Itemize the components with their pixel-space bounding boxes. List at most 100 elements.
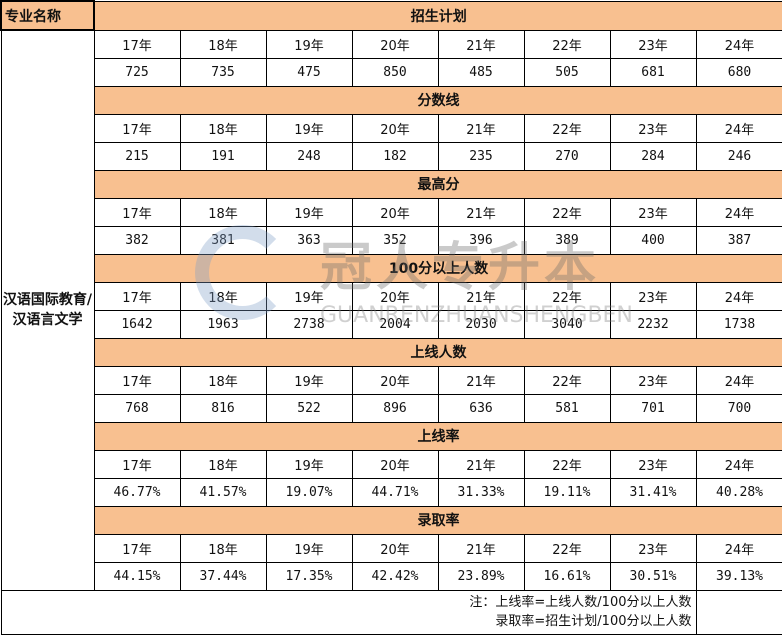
value-cell: 44.71%: [351, 477, 439, 507]
major-header: 专业名称: [0, 0, 95, 31]
year-cell: 18年: [179, 113, 267, 143]
year-cell: 17年: [93, 113, 181, 143]
year-cell: 23年: [609, 365, 697, 395]
value-cell: 46.77%: [93, 477, 181, 507]
value-cell: 41.57%: [179, 477, 267, 507]
year-cell: 23年: [609, 29, 697, 59]
year-cell: 19年: [265, 29, 353, 59]
section-title: 分数线: [93, 85, 782, 115]
year-cell: 20年: [351, 113, 439, 143]
year-cell: 22年: [523, 365, 611, 395]
value-cell: 896: [351, 393, 439, 423]
year-cell: 18年: [179, 281, 267, 311]
section-header-row: 100分以上人数: [1, 253, 782, 283]
table-row: 46.77% 41.57% 19.07% 44.71% 31.33% 19.11% 31.4…: [1, 477, 782, 507]
value-cell: 19.11%: [523, 477, 611, 507]
note-cell: 注：上线率=上线人数/100分以上人数 录取率=招生计划/100分以上人数: [0, 589, 697, 635]
year-row: 17年 18年 19年 20年 21年 22年 23年 24年: [1, 113, 782, 143]
value-cell: 700: [695, 393, 782, 423]
table-row: 382 381 363 352 396 389 400 387: [1, 225, 782, 255]
year-cell: 21年: [437, 365, 525, 395]
section-header-row: 专业名称 招生计划: [0, 0, 782, 31]
value-cell: 363: [265, 225, 353, 255]
year-cell: 24年: [695, 449, 782, 479]
year-cell: 21年: [437, 197, 525, 227]
note-empty-cell: [695, 589, 782, 635]
section-title: 上线率: [93, 421, 782, 451]
note-row: 注：上线率=上线人数/100分以上人数 录取率=招生计划/100分以上人数: [0, 589, 782, 635]
value-cell: 182: [351, 141, 439, 171]
value-cell: 1738: [695, 309, 782, 339]
section-header-row: 录取率: [1, 505, 782, 535]
section-header-row: 最高分: [1, 169, 782, 199]
year-cell: 17年: [93, 365, 181, 395]
value-cell: 19.07%: [265, 477, 353, 507]
year-cell: 19年: [265, 281, 353, 311]
value-cell: 248: [265, 141, 353, 171]
table-row: 44.15% 37.44% 17.35% 42.42% 23.89% 16.61% 30.5…: [1, 561, 782, 591]
year-cell: 24年: [695, 281, 782, 311]
year-cell: 18年: [179, 449, 267, 479]
year-cell: 20年: [351, 365, 439, 395]
value-cell: 2030: [437, 309, 525, 339]
year-cell: 22年: [523, 449, 611, 479]
value-cell: 389: [523, 225, 611, 255]
year-cell: 17年: [93, 29, 181, 59]
year-cell: 22年: [523, 113, 611, 143]
year-cell: 24年: [695, 533, 782, 563]
year-cell: 19年: [265, 449, 353, 479]
value-cell: 191: [179, 141, 267, 171]
year-cell: 22年: [523, 197, 611, 227]
year-cell: 22年: [523, 29, 611, 59]
year-cell: 17年: [93, 449, 181, 479]
value-cell: 816: [179, 393, 267, 423]
section-header-row: 分数线: [1, 85, 782, 115]
year-cell: 20年: [351, 281, 439, 311]
value-cell: 396: [437, 225, 525, 255]
section-header-row: 上线人数: [1, 337, 782, 367]
year-cell: 22年: [523, 533, 611, 563]
value-cell: 850: [351, 57, 439, 87]
year-cell: 20年: [351, 29, 439, 59]
year-cell: 23年: [609, 281, 697, 311]
value-cell: 40.28%: [695, 477, 782, 507]
value-cell: 485: [437, 57, 525, 87]
table-row: 215 191 248 182 235 270 284 246: [1, 141, 782, 171]
section-title: 招生计划: [93, 0, 782, 31]
table-row: 725 735 475 850 485 505 681 680: [1, 57, 782, 87]
year-cell: 19年: [265, 113, 353, 143]
value-cell: 1642: [93, 309, 181, 339]
value-cell: 1963: [179, 309, 267, 339]
year-cell: 23年: [609, 533, 697, 563]
year-cell: 24年: [695, 365, 782, 395]
year-cell: 24年: [695, 197, 782, 227]
value-cell: 16.61%: [523, 561, 611, 591]
year-cell: 23年: [609, 449, 697, 479]
section-title: 最高分: [93, 169, 782, 199]
year-cell: 24年: [695, 29, 782, 59]
value-cell: 681: [609, 57, 697, 87]
value-cell: 382: [93, 225, 181, 255]
value-cell: 2738: [265, 309, 353, 339]
note-line-2: 录取率=招生计划/100分以上人数: [495, 614, 692, 629]
value-cell: 636: [437, 393, 525, 423]
year-row: 17年 18年 19年 20年 21年 22年 23年 24年: [1, 533, 782, 563]
value-cell: 387: [695, 225, 782, 255]
year-cell: 23年: [609, 197, 697, 227]
value-cell: 680: [695, 57, 782, 87]
section-title: 上线人数: [93, 337, 782, 367]
section-title: 100分以上人数: [93, 253, 782, 283]
year-cell: 23年: [609, 113, 697, 143]
value-cell: 581: [523, 393, 611, 423]
year-cell: 18年: [179, 533, 267, 563]
year-cell: 21年: [437, 281, 525, 311]
value-cell: 37.44%: [179, 561, 267, 591]
value-cell: 30.51%: [609, 561, 697, 591]
year-cell: 19年: [265, 365, 353, 395]
year-row: 汉语国际教育/汉语言文学 17年 18年 19年 20年 21年 22年 23年 24年: [0, 29, 782, 591]
value-cell: 2004: [351, 309, 439, 339]
year-cell: 22年: [523, 281, 611, 311]
value-cell: 2232: [609, 309, 697, 339]
year-cell: 20年: [351, 197, 439, 227]
